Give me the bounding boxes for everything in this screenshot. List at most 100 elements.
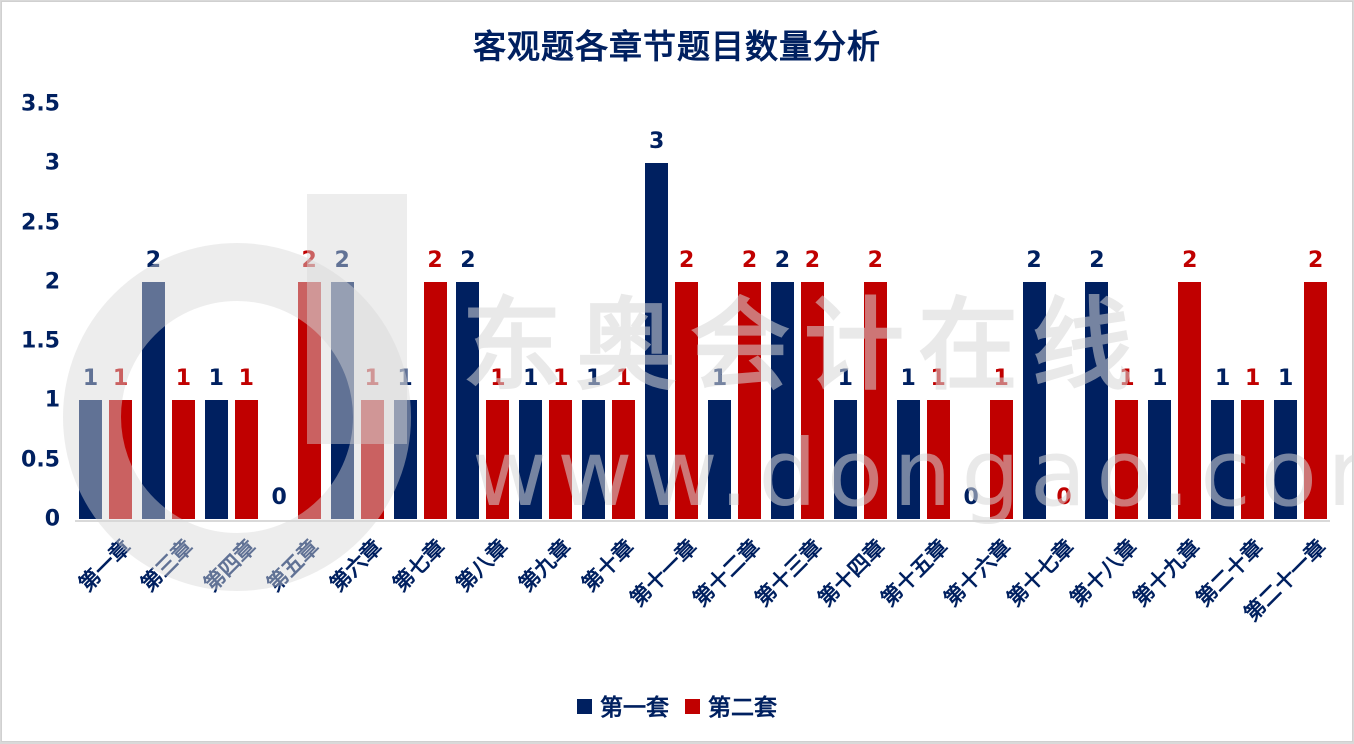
bar-series-2 xyxy=(486,400,510,519)
y-tick-label: 3.5 xyxy=(21,91,60,117)
x-tick-label: 第十四章 xyxy=(813,534,891,612)
bar-series-1 xyxy=(79,400,102,519)
data-label: 1 xyxy=(208,366,224,392)
data-label: 0 xyxy=(963,485,979,510)
bar-series-2 xyxy=(360,400,384,519)
bar-series-1 xyxy=(1148,400,1172,519)
data-label: 1 xyxy=(711,366,728,392)
bar-series-2 xyxy=(549,400,573,519)
data-label: 1 xyxy=(1119,366,1135,392)
bar-series-1 xyxy=(141,281,165,519)
bar-series-2 xyxy=(109,400,132,519)
bar-series-2 xyxy=(612,400,636,519)
data-label: 1 xyxy=(993,366,1009,392)
x-tick-label: 第十三章 xyxy=(750,534,828,612)
data-label: 1 xyxy=(523,366,539,392)
data-label: 2 xyxy=(1026,247,1042,273)
bar-series-2 xyxy=(863,281,887,519)
bar-series-2 xyxy=(234,400,258,519)
x-tick-label: 第十一章 xyxy=(625,534,702,612)
bar-series-2 xyxy=(926,400,950,519)
legend-item-series-1: 第一套 xyxy=(576,688,669,722)
x-tick-label: 第十五章 xyxy=(876,534,953,612)
x-tick-label: 第九章 xyxy=(514,534,576,597)
data-label: 2 xyxy=(804,247,821,273)
data-label: 2 xyxy=(741,247,758,273)
data-label: 2 xyxy=(1307,247,1324,273)
legend-label: 第一套 xyxy=(599,695,669,721)
bar-series-2 xyxy=(1115,400,1139,519)
bar-series-1 xyxy=(519,400,543,519)
data-label: 1 xyxy=(238,366,254,392)
legend-item-series-2: 第二套 xyxy=(685,688,777,722)
bar-series-1 xyxy=(645,163,669,519)
chart-title: 客观题各章节题目数量分析 xyxy=(473,27,881,66)
y-tick-label: 1.5 xyxy=(21,328,60,354)
y-tick-label: 2 xyxy=(44,269,60,295)
x-tick-label: 第六章 xyxy=(325,534,387,597)
data-label: 2 xyxy=(678,247,695,273)
legend: 第一套 第二套 xyxy=(2,688,1352,722)
data-label: 2 xyxy=(427,247,443,273)
legend-swatch-red-icon xyxy=(685,699,700,714)
bar-series-1 xyxy=(1274,400,1298,519)
data-label: 1 xyxy=(586,366,602,392)
data-label: 2 xyxy=(867,247,883,273)
data-label: 1 xyxy=(112,366,129,392)
y-tick-label: 0.5 xyxy=(21,447,60,473)
data-label: 1 xyxy=(364,366,380,392)
data-label: 2 xyxy=(460,247,476,273)
x-tick-label: 第十七章 xyxy=(1002,534,1079,612)
data-label: 1 xyxy=(397,366,413,392)
bar-series-2 xyxy=(800,281,824,519)
y-tick-label: 2.5 xyxy=(21,210,60,236)
legend-label: 第二套 xyxy=(708,695,777,721)
data-label: 1 xyxy=(490,366,506,392)
data-label: 1 xyxy=(616,366,632,392)
bar-series-2 xyxy=(1304,281,1328,519)
bar-series-1 xyxy=(330,281,354,519)
data-label: 1 xyxy=(175,366,192,392)
bar-series-1 xyxy=(582,400,606,519)
x-tick-label: 第十六章 xyxy=(939,534,1016,612)
data-label: 2 xyxy=(145,247,162,273)
bar-series-2 xyxy=(989,400,1013,519)
x-axis-line xyxy=(75,520,1330,522)
x-tick-label: 第十二章 xyxy=(687,534,765,612)
x-tick-label: 第十九章 xyxy=(1128,534,1205,612)
bar-series-1 xyxy=(833,400,857,519)
y-tick-label: 3 xyxy=(44,150,60,176)
bar-series-2 xyxy=(423,281,447,519)
data-label: 1 xyxy=(1245,366,1261,392)
bar-series-2 xyxy=(1178,281,1202,519)
data-label: 2 xyxy=(1182,247,1198,273)
bar-series-2 xyxy=(675,281,699,519)
bar-series-1 xyxy=(896,400,920,519)
legend-swatch-navy-icon xyxy=(576,699,592,714)
bar-series-1 xyxy=(393,400,417,519)
bar-series-1 xyxy=(456,281,480,519)
bar-series-1 xyxy=(204,400,228,519)
x-tick-label: 第七章 xyxy=(388,534,450,597)
bar-series-2 xyxy=(297,281,321,519)
data-label: 1 xyxy=(1277,366,1294,392)
bar-series-2 xyxy=(171,400,195,519)
bar-series-1 xyxy=(770,281,794,519)
x-tick-label: 第十八章 xyxy=(1065,534,1142,612)
data-label: 2 xyxy=(334,247,350,273)
data-label: 0 xyxy=(271,485,287,510)
x-tick-label: 第五章 xyxy=(262,534,324,597)
y-tick-label: 1 xyxy=(44,387,60,413)
x-tick-label: 第三章 xyxy=(136,534,199,597)
data-label: 1 xyxy=(900,366,916,392)
bar-series-2 xyxy=(738,281,761,519)
x-tick-label: 第一章 xyxy=(73,534,136,597)
data-label: 1 xyxy=(82,366,99,392)
bar-series-2 xyxy=(1241,400,1265,519)
data-label: 2 xyxy=(774,247,791,273)
data-label: 2 xyxy=(301,247,317,273)
data-label: 1 xyxy=(553,366,569,392)
data-label: 2 xyxy=(1089,247,1105,273)
data-label: 1 xyxy=(1152,366,1168,392)
